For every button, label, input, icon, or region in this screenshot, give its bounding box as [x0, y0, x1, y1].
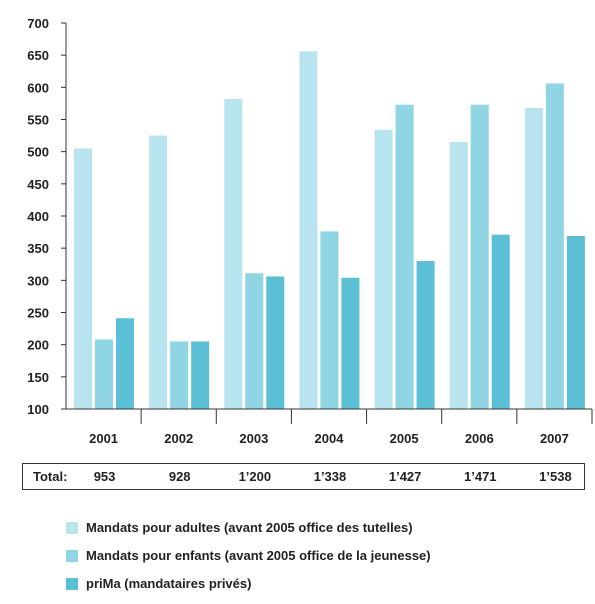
total-value-2001: 953: [93, 469, 116, 484]
bar-2004-series-1: [299, 51, 318, 409]
bar-2002-series-2: [170, 341, 189, 409]
totals-label: Total:: [33, 469, 68, 484]
x-tick-label: 2002: [164, 431, 193, 446]
bar-2006-series-3: [491, 234, 510, 409]
legend-label: Mandats pour adultes (avant 2005 office …: [86, 520, 413, 535]
y-tick-label: 550: [27, 113, 49, 128]
bar-2003-series-3: [266, 276, 285, 409]
y-tick-label: 400: [27, 209, 49, 224]
bar-2006-series-1: [449, 142, 468, 409]
legend-swatch: [66, 578, 78, 590]
y-tick-label: 300: [27, 273, 49, 288]
bar-2001-series-3: [116, 318, 134, 409]
bar-2004-series-2: [320, 231, 339, 409]
totals-row: Total: 953 928 1’200 1’338 1’427 1’471 1’538: [22, 463, 585, 490]
y-tick-label: 150: [27, 370, 49, 385]
total-value-2003: 1’200: [238, 469, 272, 484]
x-tick-label: 2007: [540, 431, 569, 446]
x-tick-label: 2004: [315, 431, 345, 446]
x-tick-label: 2001: [89, 431, 118, 446]
bar-2003-series-1: [224, 98, 243, 409]
y-tick-label: 450: [27, 177, 49, 192]
total-value-2004: 1’338: [313, 469, 347, 484]
y-tick-label: 500: [27, 145, 49, 160]
total-value-2006: 1’471: [464, 469, 497, 484]
total-value-2002: 928: [168, 469, 191, 484]
bar-2005-series-2: [395, 104, 414, 409]
bar-2002-series-3: [191, 341, 210, 409]
x-axis: 2001 2002 2003 2004 2005 2006 2007: [61, 408, 593, 446]
y-tick-label: 250: [27, 306, 49, 321]
bars: [74, 51, 585, 410]
total-value-2007: 1’538: [539, 469, 572, 484]
x-tick-label: 2003: [239, 431, 268, 446]
legend-swatch: [66, 550, 78, 562]
bar-2007-series-3: [566, 235, 585, 409]
y-axis: 100 150 200 250 300 350 400 450 500 550 600 650 700: [27, 16, 67, 417]
bar-2007-series-1: [524, 107, 543, 410]
bar-2007-series-2: [545, 83, 564, 410]
bar-2005-series-3: [416, 261, 435, 409]
x-tick-label: 2005: [390, 431, 419, 446]
bar-2001-series-1: [74, 148, 92, 409]
y-tick-label: 200: [27, 338, 49, 353]
y-tick-label: 350: [27, 241, 49, 256]
bar-2005-series-1: [374, 129, 393, 409]
bar-2003-series-2: [245, 273, 264, 409]
y-tick-label: 100: [27, 402, 49, 417]
y-tick-label: 650: [27, 48, 49, 63]
x-tick-label: 2006: [465, 431, 494, 446]
legend-swatch: [66, 522, 78, 534]
bar-2004-series-3: [341, 277, 360, 409]
bar-chart: 100150200250300350400450500550600650700 …: [27, 16, 593, 446]
total-value-2005: 1’427: [388, 469, 422, 484]
bar-2006-series-2: [470, 104, 489, 409]
legend-label: priMa (mandataires privés): [86, 576, 252, 591]
bar-2002-series-1: [149, 135, 168, 410]
y-tick-label: 700: [27, 16, 49, 31]
legend-label: Mandats pour enfants (avant 2005 office …: [86, 548, 431, 563]
bar-2001-series-2: [95, 339, 113, 409]
y-tick-label: 600: [27, 80, 49, 95]
